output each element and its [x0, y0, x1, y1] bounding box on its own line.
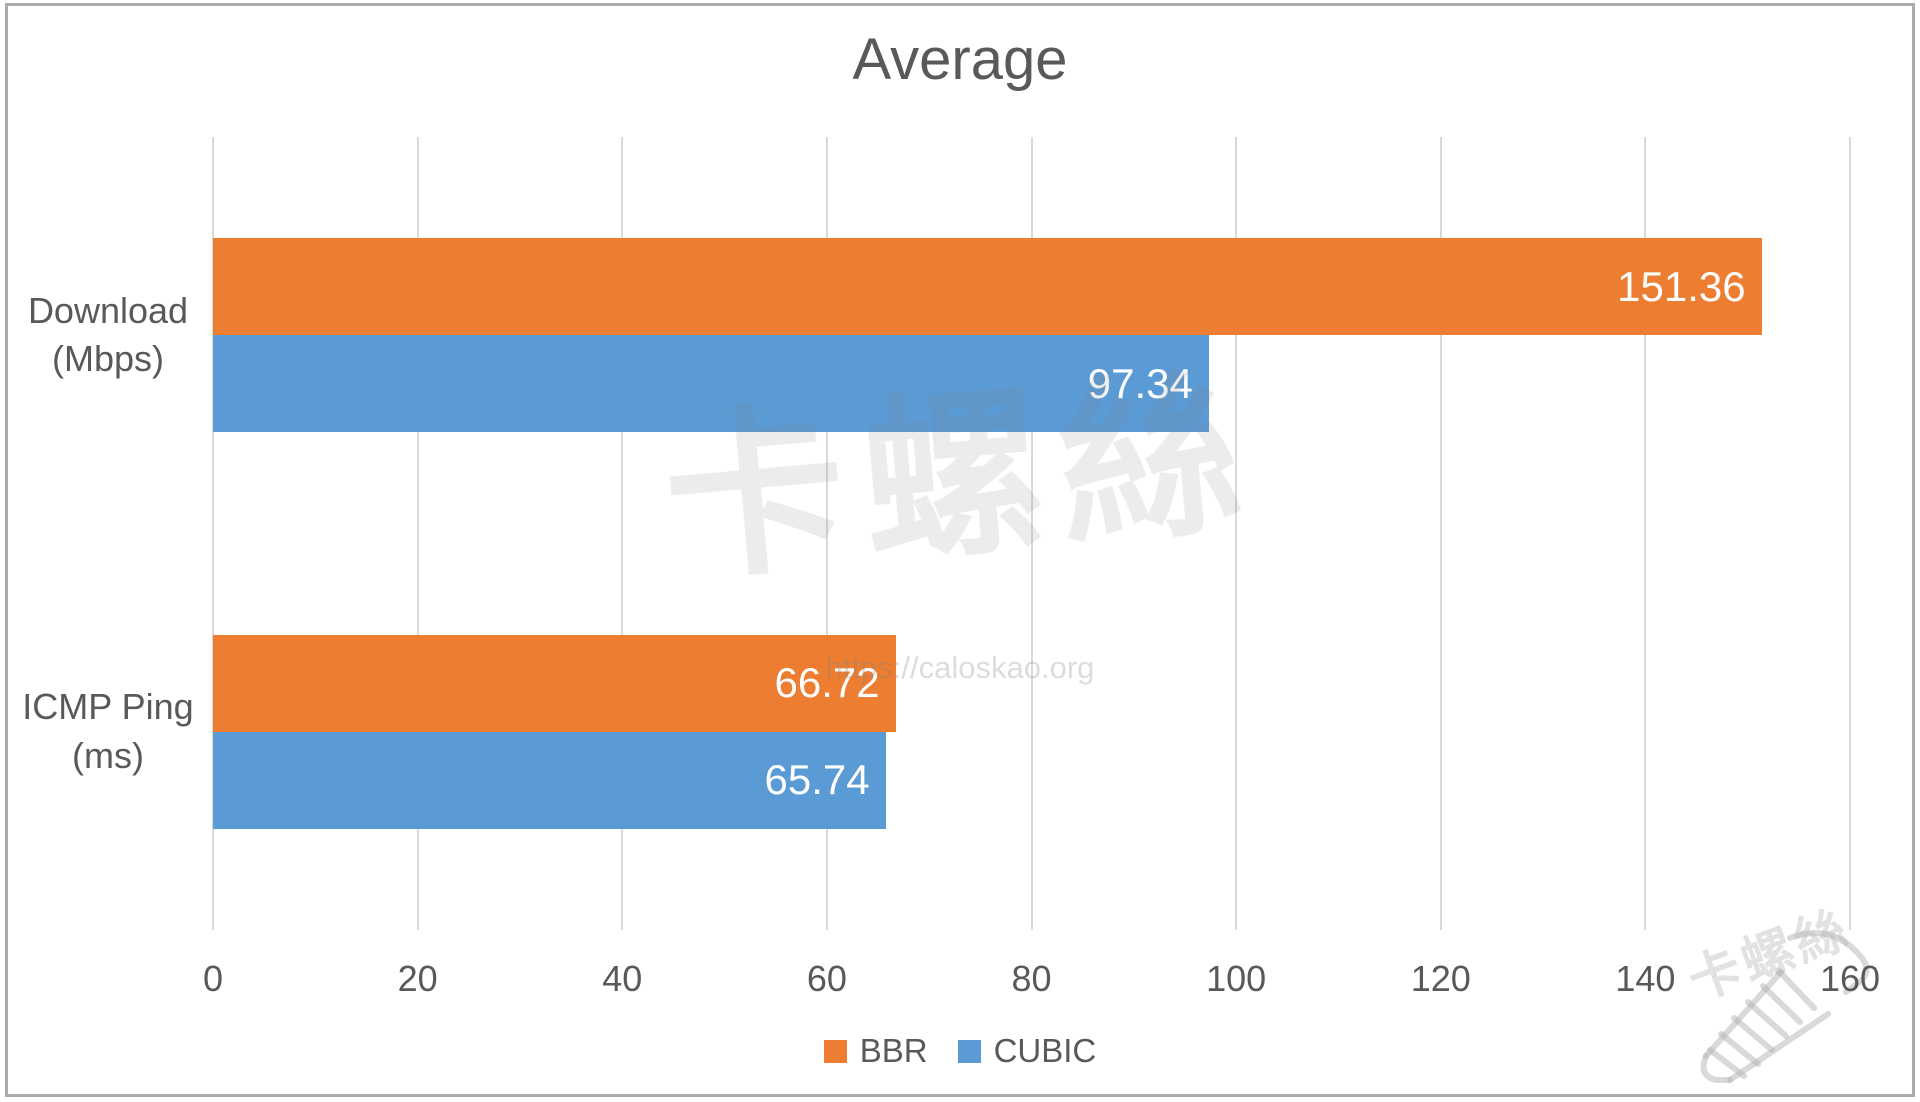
gridline-140	[1644, 137, 1647, 930]
x-tick-label-80: 80	[1011, 958, 1052, 999]
x-tick-label-40: 40	[602, 958, 643, 999]
x-tick-label-160: 160	[1819, 958, 1881, 999]
bar-value-label: 66.72	[774, 659, 880, 707]
gridline-120	[1439, 137, 1442, 930]
legend-swatch-bbr	[823, 1039, 847, 1063]
category-label-0: Download (Mbps)	[27, 289, 189, 380]
x-tick-label-60: 60	[806, 958, 847, 999]
gridline-60	[825, 137, 828, 930]
chart-title: Average	[852, 27, 1068, 92]
bar-bbr-0: 151.36	[213, 238, 1762, 336]
bar-value-label: 151.36	[1617, 262, 1746, 310]
bar-cubic-0: 97.34	[213, 335, 1209, 433]
x-tick-label-140: 140	[1615, 958, 1676, 999]
legend-swatch-cubic	[957, 1039, 981, 1063]
bar-bbr-1: 66.72	[213, 634, 896, 732]
bar-value-label: 97.34	[1087, 359, 1193, 407]
gridline-40	[621, 137, 624, 930]
gridline-100	[1235, 137, 1238, 930]
x-tick-label-120: 120	[1410, 958, 1471, 999]
category-label-1: ICMP Ping (ms)	[22, 686, 194, 776]
gridline-160	[1849, 137, 1851, 930]
gridline-80	[1030, 137, 1033, 930]
gridline-0	[212, 137, 214, 930]
legend-item-cubic: CUBIC	[957, 1032, 1097, 1070]
legend-label-bbr: BBR	[859, 1032, 928, 1069]
x-tick-label-20: 20	[397, 958, 438, 999]
gridline-20	[416, 137, 419, 930]
plot-area: 151.36 97.34 66.72 65.74	[212, 137, 1851, 930]
x-tick-label-100: 100	[1206, 958, 1267, 999]
legend: BBR CUBIC	[0, 1031, 1920, 1071]
bar-value-label: 65.74	[764, 756, 870, 804]
legend-item-bbr: BBR	[823, 1032, 928, 1070]
x-tick-label-0: 0	[202, 958, 224, 999]
bar-cubic-1: 65.74	[213, 731, 886, 829]
legend-label-cubic: CUBIC	[993, 1032, 1097, 1069]
